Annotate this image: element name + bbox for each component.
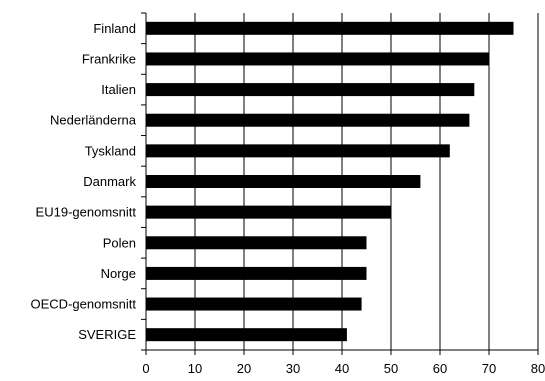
x-tick-label: 30 <box>286 361 300 376</box>
bar <box>146 113 470 127</box>
category-label: EU19-genomsnitt <box>36 205 137 220</box>
bar <box>146 175 421 188</box>
x-tick-label: 80 <box>531 361 545 376</box>
axes <box>141 12 539 355</box>
bar <box>146 205 391 219</box>
category-label: Polen <box>103 235 136 250</box>
x-tick-label: 10 <box>188 361 202 376</box>
x-tick-label: 60 <box>433 361 447 376</box>
category-labels: Finland Frankrike Italien Nederländerna Tysk… <box>31 21 137 342</box>
category-label: Tyskland <box>85 143 136 158</box>
bar <box>146 297 362 311</box>
x-tick-labels: 0 10 20 30 40 50 60 70 80 <box>142 361 545 376</box>
x-tick-label: 0 <box>142 361 149 376</box>
category-label: Finland <box>93 21 136 36</box>
bar <box>146 83 475 97</box>
bar <box>146 266 367 280</box>
category-label: OECD-genomsnitt <box>31 297 137 312</box>
bar <box>146 144 450 158</box>
x-tick-label: 40 <box>335 361 349 376</box>
category-label: Italien <box>101 82 136 97</box>
bar <box>146 328 347 342</box>
category-label: SVERIGE <box>78 327 136 342</box>
category-label: Danmark <box>83 174 136 189</box>
bar <box>146 236 367 250</box>
category-label: Norge <box>101 266 136 281</box>
x-tick-label: 70 <box>482 361 496 376</box>
bar <box>146 52 489 66</box>
category-label: Nederländerna <box>50 113 137 128</box>
category-label: Frankrike <box>82 51 136 66</box>
x-tick-label: 50 <box>384 361 398 376</box>
bar <box>146 21 514 35</box>
bars <box>146 21 514 342</box>
x-tick-label: 20 <box>237 361 251 376</box>
